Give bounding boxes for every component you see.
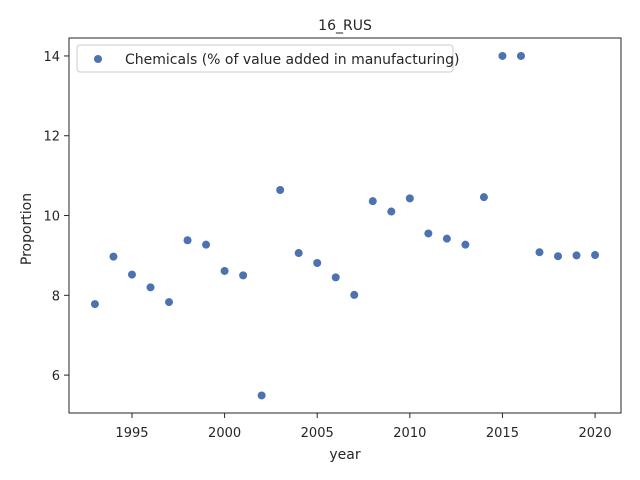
x-tick-label: 2015	[486, 426, 519, 441]
data-point	[220, 266, 229, 275]
data-points	[90, 51, 600, 400]
data-point	[591, 251, 600, 260]
y-axis: 6 8 10 12 14	[43, 50, 69, 384]
data-point	[257, 391, 266, 400]
x-tick-label: 2010	[393, 426, 426, 441]
y-tick-label: 12	[43, 130, 60, 145]
x-tick-label: 2000	[208, 426, 241, 441]
data-point	[202, 240, 211, 249]
y-tick-label: 10	[43, 210, 60, 225]
data-point	[331, 273, 340, 282]
data-point	[313, 259, 322, 267]
data-point	[368, 197, 377, 206]
data-point	[127, 270, 136, 279]
x-axis-label: year	[329, 447, 360, 463]
data-point	[442, 234, 451, 243]
data-point	[572, 251, 581, 260]
y-tick-label: 6	[52, 369, 60, 384]
data-point	[294, 249, 303, 258]
data-point	[239, 271, 248, 280]
data-point	[387, 207, 396, 216]
data-point	[424, 229, 433, 238]
data-point	[183, 236, 192, 245]
legend: Chemicals (% of value added in manufactu…	[76, 44, 459, 73]
plot-frame	[68, 37, 622, 414]
data-point	[146, 283, 155, 292]
data-point	[165, 298, 174, 307]
plot-area	[68, 37, 622, 414]
data-point	[516, 51, 525, 60]
legend-frame	[76, 44, 454, 73]
y-tick-label: 8	[52, 289, 60, 304]
data-point	[535, 248, 544, 257]
data-point	[109, 252, 118, 261]
data-point	[479, 193, 488, 202]
x-tick-label: 1995	[115, 426, 148, 441]
data-point	[350, 290, 359, 299]
x-tick-label: 2020	[579, 426, 612, 441]
data-point	[498, 51, 507, 60]
x-tick-label: 2005	[301, 426, 334, 441]
data-point	[90, 300, 99, 309]
data-point	[461, 240, 470, 249]
y-axis-label: Proportion	[19, 193, 35, 265]
legend-marker	[94, 55, 102, 63]
data-point	[554, 252, 563, 261]
legend-entry-label: Chemicals (% of value added in manufactu…	[125, 52, 459, 68]
chart-title: 16_RUS	[318, 18, 372, 34]
y-tick-label: 14	[43, 50, 60, 65]
data-point	[405, 194, 414, 203]
data-point	[276, 185, 285, 194]
x-axis: 1995 2000 2005 2010 2015 2020	[115, 413, 612, 441]
